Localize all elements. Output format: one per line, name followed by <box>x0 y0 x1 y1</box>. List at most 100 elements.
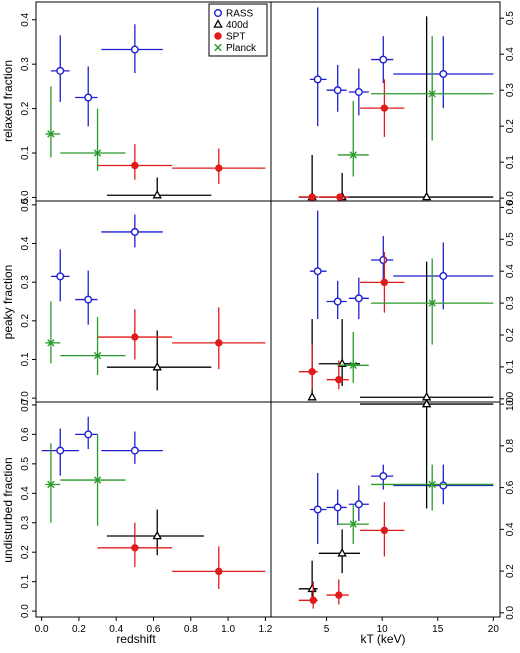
panel-relaxed-kT: 0.0 0.1 0.2 0.3 0.4 0.5 <box>270 1 516 205</box>
data-point <box>215 339 223 347</box>
y-tick-label: 0.1 <box>20 574 31 588</box>
legend-marker-planck <box>214 43 222 52</box>
xlabel-right: kT (keV) <box>360 632 405 646</box>
data-point <box>421 398 432 408</box>
data-point <box>152 361 162 371</box>
data-point <box>380 104 389 112</box>
x-tick-label: 0.4 <box>109 624 123 635</box>
y-tick-label: 0.4 <box>20 236 31 250</box>
panel-undisturbed-redshift: 0.0 0.1 0.2 0.3 0.4 0.5 0.6 0.7 0.0 0.2 0.4 0.6 0.8 1… <box>20 398 273 635</box>
data-point <box>349 361 357 370</box>
series-spt <box>97 307 266 370</box>
data-point <box>130 446 139 455</box>
y-tick-label: 0.0 <box>20 391 31 405</box>
data-point <box>84 295 93 304</box>
series-rass <box>309 7 494 127</box>
x-tick-label: 1.0 <box>221 624 235 635</box>
panel-undisturbed-kT: 0.0 0.2 0.4 0.6 0.8 1.0 5 10 15 20 <box>270 397 516 635</box>
x-tick-label: 1.2 <box>258 624 272 635</box>
data-point <box>152 189 162 199</box>
y-tick-label: 0.5 <box>20 197 31 211</box>
y-tick-label: 0.1 <box>505 155 516 169</box>
data-point <box>335 591 343 599</box>
data-point <box>84 430 93 439</box>
y-tick-label: 0.1 <box>20 146 31 160</box>
x-tick-label: 20 <box>488 624 500 635</box>
data-point <box>47 480 55 489</box>
data-point <box>380 526 389 535</box>
panel-peaky-kT: 0.0 0.1 0.2 0.3 0.4 0.5 0.6 <box>270 200 516 406</box>
legend-marker-rass <box>213 8 222 17</box>
data-point <box>56 446 65 455</box>
data-point <box>56 272 65 281</box>
series-rass <box>41 416 163 476</box>
y-tick-label: 0.0 <box>505 605 516 619</box>
legend-label-400d: 400d <box>226 20 248 31</box>
ylabel-bottom: undisturbed fraction <box>1 457 15 562</box>
y-tick-label: 0.0 <box>20 190 31 204</box>
data-point <box>313 75 322 84</box>
data-point <box>439 481 448 490</box>
data-point <box>47 339 55 347</box>
series-planck <box>45 434 126 526</box>
y-tick-label: 0.1 <box>20 352 31 366</box>
legend-marker-400d <box>213 19 223 28</box>
data-point <box>349 151 357 159</box>
data-point <box>215 567 223 576</box>
panel-peaky-redshift: 0.0 0.1 0.2 0.3 0.4 0.5 <box>20 197 272 405</box>
y-tick-label: 0.5 <box>505 11 516 25</box>
y-tick-label: 0.3 <box>505 296 516 310</box>
data-point <box>336 193 344 201</box>
ylabel-top: relaxed fraction <box>1 60 15 142</box>
data-point <box>333 86 342 95</box>
series-spt <box>298 252 405 390</box>
legend-label-rass: RASS <box>226 9 254 20</box>
legend-marker-spt <box>214 32 222 40</box>
series-planck <box>337 258 494 383</box>
data-point <box>379 472 388 481</box>
panel-frame <box>270 1 501 202</box>
y-tick-label: 0.4 <box>505 522 516 536</box>
x-tick-label: 5 <box>324 624 330 635</box>
legend-label-planck: Planck <box>226 43 257 54</box>
series-planck <box>337 36 494 177</box>
data-point <box>313 267 322 276</box>
y-tick-label: 0.6 <box>505 200 516 214</box>
panel-frame <box>270 401 501 618</box>
series-spt <box>97 522 266 590</box>
y-tick-label: 0.3 <box>20 57 31 71</box>
data-point <box>313 505 322 514</box>
data-point <box>337 547 347 557</box>
y-tick-label: 0.6 <box>20 427 31 441</box>
data-point <box>93 476 102 484</box>
x-tick-label: 0.2 <box>72 624 86 635</box>
data-point <box>379 256 388 265</box>
data-point <box>428 480 436 489</box>
data-point <box>56 66 65 75</box>
y-tick-label: 0.3 <box>505 83 516 97</box>
data-point <box>307 391 317 401</box>
y-tick-label: 0.0 <box>20 604 31 618</box>
y-tick-label: 0.2 <box>20 545 31 559</box>
data-point <box>428 299 436 307</box>
data-point <box>308 193 316 201</box>
data-point <box>379 55 388 64</box>
data-point <box>439 271 448 280</box>
data-point <box>354 87 363 96</box>
panel-frame <box>35 401 272 618</box>
data-point <box>309 596 317 605</box>
series-rass <box>50 24 163 127</box>
y-tick-label: 0.8 <box>505 438 516 452</box>
y-tick-label: 0.0 <box>505 191 516 205</box>
series-planck <box>337 464 494 544</box>
data-point <box>333 503 342 512</box>
data-point <box>84 93 93 102</box>
y-tick-label: 0.4 <box>505 47 516 61</box>
ylabel-middle: peaky fraction <box>1 265 15 340</box>
y-tick-label: 0.5 <box>505 232 516 246</box>
data-point <box>307 583 317 593</box>
y-tick-label: 0.2 <box>505 119 516 133</box>
series-400d <box>106 177 212 199</box>
data-point <box>354 294 363 303</box>
